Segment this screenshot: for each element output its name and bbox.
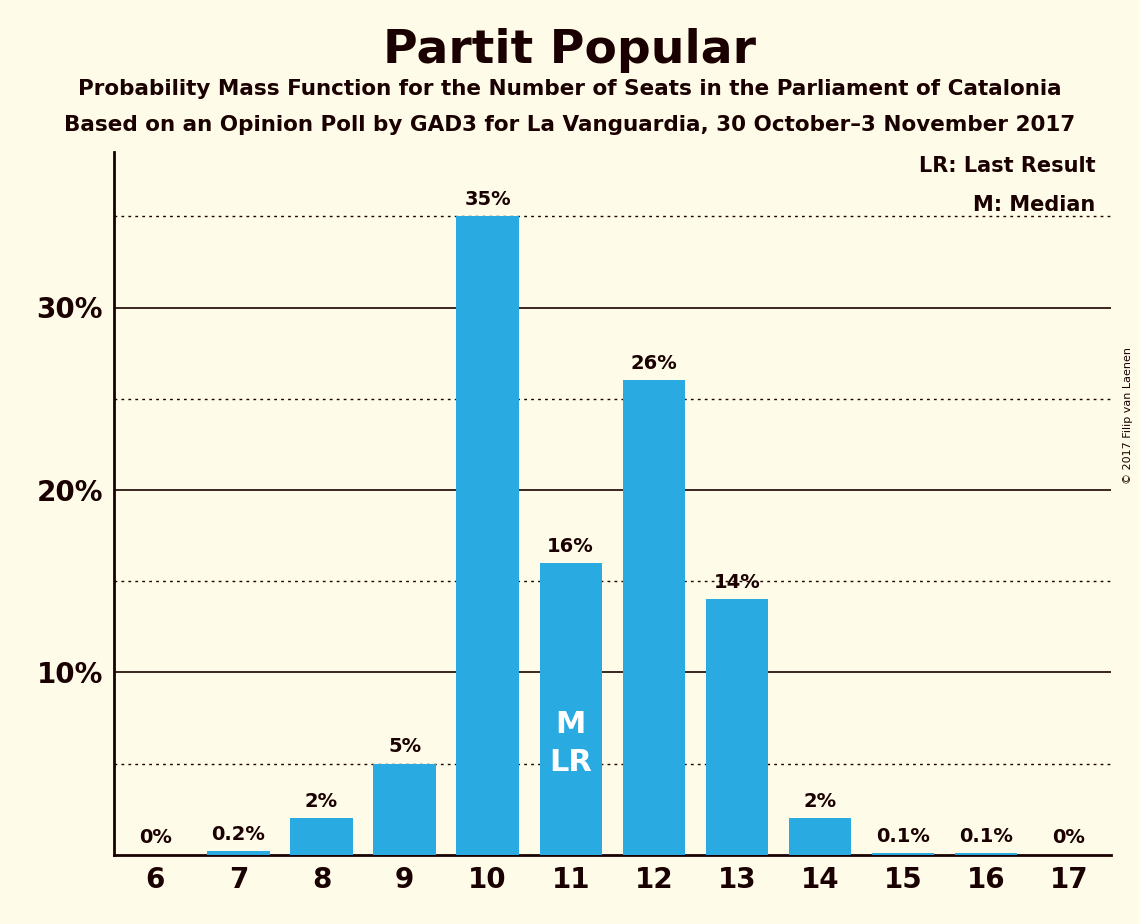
Bar bbox=[290, 819, 353, 855]
Text: 5%: 5% bbox=[388, 737, 421, 756]
Text: Partit Popular: Partit Popular bbox=[383, 28, 756, 73]
Text: 2%: 2% bbox=[305, 792, 338, 811]
Text: LR: Last Result: LR: Last Result bbox=[919, 156, 1096, 176]
Text: 35%: 35% bbox=[465, 190, 511, 209]
Text: 0%: 0% bbox=[1052, 829, 1085, 847]
Text: © 2017 Filip van Laenen: © 2017 Filip van Laenen bbox=[1123, 347, 1133, 484]
Text: 2%: 2% bbox=[803, 792, 836, 811]
Bar bbox=[374, 763, 436, 855]
Text: 0.1%: 0.1% bbox=[876, 827, 929, 845]
Bar bbox=[623, 381, 685, 855]
Bar bbox=[871, 853, 934, 855]
Bar bbox=[540, 563, 601, 855]
Text: M
LR: M LR bbox=[549, 711, 592, 777]
Text: Based on an Opinion Poll by GAD3 for La Vanguardia, 30 October–3 November 2017: Based on an Opinion Poll by GAD3 for La … bbox=[64, 115, 1075, 135]
Text: 0%: 0% bbox=[139, 829, 172, 847]
Bar bbox=[954, 853, 1017, 855]
Bar bbox=[788, 819, 851, 855]
Bar bbox=[207, 851, 270, 855]
Text: M: Median: M: Median bbox=[974, 195, 1096, 214]
Text: 14%: 14% bbox=[713, 573, 760, 592]
Text: 0.1%: 0.1% bbox=[959, 827, 1013, 845]
Text: 26%: 26% bbox=[630, 354, 677, 373]
Text: 0.2%: 0.2% bbox=[212, 825, 265, 844]
Bar bbox=[706, 600, 768, 855]
Text: Probability Mass Function for the Number of Seats in the Parliament of Catalonia: Probability Mass Function for the Number… bbox=[77, 79, 1062, 99]
Bar bbox=[457, 216, 518, 855]
Text: 16%: 16% bbox=[548, 537, 595, 555]
